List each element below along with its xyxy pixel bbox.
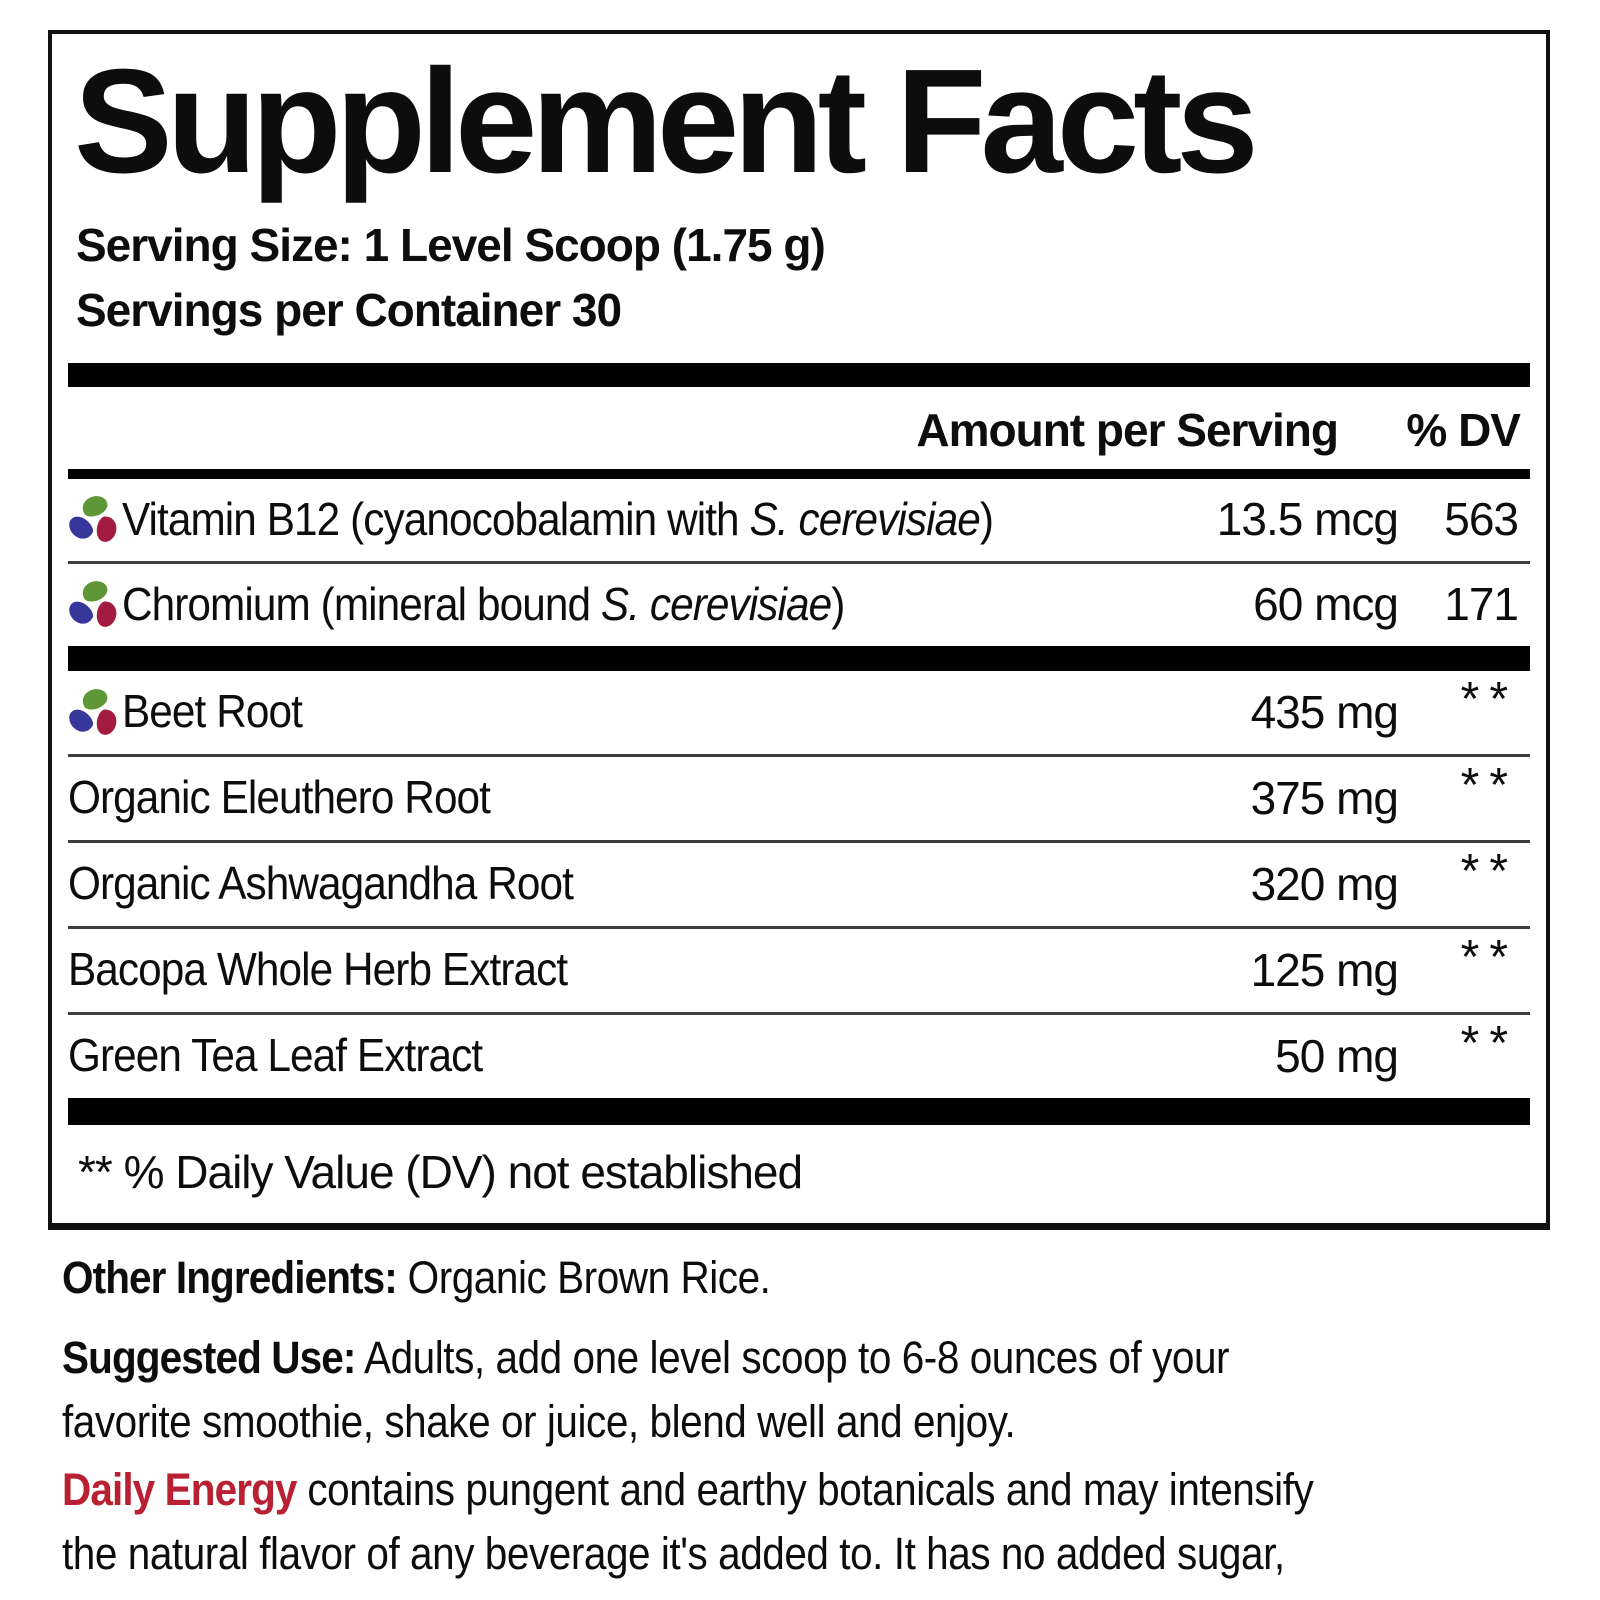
ingredient-name: Vitamin B12 (cyanocobalamin with S. cere… [122,492,994,545]
daily-energy-line: Daily Energy contains pungent and earthy… [62,1458,1552,1522]
ingredient-name: Chromium (mineral bound S. cerevisiae) [122,577,845,630]
table-row: Green Tea Leaf Extract 50 mg ** [68,1015,1530,1098]
row-separator [68,926,1530,930]
dv-value: ** [1460,673,1518,727]
dv-footnote: ** % Daily Value (DV) not established [78,1146,803,1199]
percent-dv-header: % DV [1406,404,1521,457]
divider-thick-bar [68,646,1530,672]
dv-value: ** [1460,845,1518,899]
row-separator [68,1012,1530,1016]
table-row: Vitamin B12 (cyanocobalamin with S. cere… [68,479,1530,561]
amount-value: 435 mg [1250,685,1399,738]
dv-value: ** [1460,1017,1518,1071]
amount-per-serving-header: Amount per Serving [916,404,1339,457]
daily-energy-brand: Daily Energy [62,1464,297,1516]
amount-value: 125 mg [1250,943,1399,996]
daily-energy-line: sweeteners, flavorings or preservatives.… [62,1586,1552,1600]
ingredient-name: Bacopa Whole Herb Extract [68,943,568,996]
suggested-use-line: favorite smoothie, shake or juice, blend… [62,1396,1016,1448]
ingredient-name-cell: Organic Eleuthero Root [68,771,1118,824]
suggested-use-line: Suggested Use: Adults, add one level sco… [62,1326,1552,1390]
table-row: Chromium (mineral bound S. cerevisiae) 6… [68,564,1530,646]
amount-value: 375 mg [1250,771,1399,824]
divider-thick-bar [68,363,1530,388]
panel-title: Supplement Facts [74,39,1259,204]
ingredient-name-cell: Chromium (mineral bound S. cerevisiae) [68,578,1118,631]
daily-energy-text: contains pungent and earthy botanicals a… [296,1464,1314,1516]
tri-leaf-swirl-icon [68,493,120,546]
dv-value: ** [1460,931,1518,985]
table-column-header: Amount per Serving % DV [68,387,1530,469]
ingredient-name: Green Tea Leaf Extract [68,1029,483,1082]
ingredient-name-cell: Beet Root [68,685,1118,738]
amount-value: 13.5 mcg [1216,493,1399,546]
table-row: Beet Root 435 mg ** [68,671,1530,754]
dv-value: 563 [1444,493,1519,546]
amount-value: 60 mcg [1253,578,1399,631]
other-ingredients-label: Other Ingredients: [62,1252,398,1304]
ingredient-name-cell: Organic Ashwagandha Root [68,857,1118,910]
suggested-use-label: Suggested Use: [62,1332,356,1384]
table-row: Organic Ashwagandha Root 320 mg ** [68,843,1530,926]
row-separator [68,754,1530,758]
servings-per-container-line: Servings per Container 30 [76,283,622,336]
row-separator [68,840,1530,844]
amount-value: 50 mg [1275,1029,1399,1082]
ingredient-name-cell: Green Tea Leaf Extract [68,1029,1118,1082]
table-row: Organic Eleuthero Root 375 mg ** [68,757,1530,840]
suggested-use-text: Adults, add one level scoop to 6-8 ounce… [355,1332,1230,1384]
tri-leaf-swirl-icon [68,685,120,738]
tri-leaf-swirl-icon [68,578,120,631]
ingredient-name: Organic Eleuthero Root [68,771,491,824]
serving-size-line: Serving Size: 1 Level Scoop (1.75 g) [76,219,826,271]
divider-medium-bar [68,469,1530,480]
label-lower-text: Other Ingredients: Organic Brown Rice. S… [48,1230,1552,1600]
daily-energy-line: the natural flavor of any beverage it's … [62,1528,1285,1580]
ingredient-name-cell: Vitamin B12 (cyanocobalamin with S. cere… [68,493,1118,546]
dv-value: 171 [1444,578,1519,631]
ingredient-name-cell: Bacopa Whole Herb Extract [68,943,1118,996]
amount-value: 320 mg [1250,857,1399,910]
supplement-facts-panel: Supplement Facts Serving Size: 1 Level S… [48,30,1550,1231]
row-separator [68,561,1530,565]
other-ingredients-line: Other Ingredients: Organic Brown Rice. [62,1246,1552,1310]
ingredient-name: Beet Root [122,685,303,738]
other-ingredients-text: Organic Brown Rice. [396,1252,771,1304]
divider-thick-bar [68,1098,1530,1126]
ingredient-name: Organic Ashwagandha Root [68,857,574,910]
dv-value: ** [1460,759,1518,813]
table-row: Bacopa Whole Herb Extract 125 mg ** [68,929,1530,1012]
